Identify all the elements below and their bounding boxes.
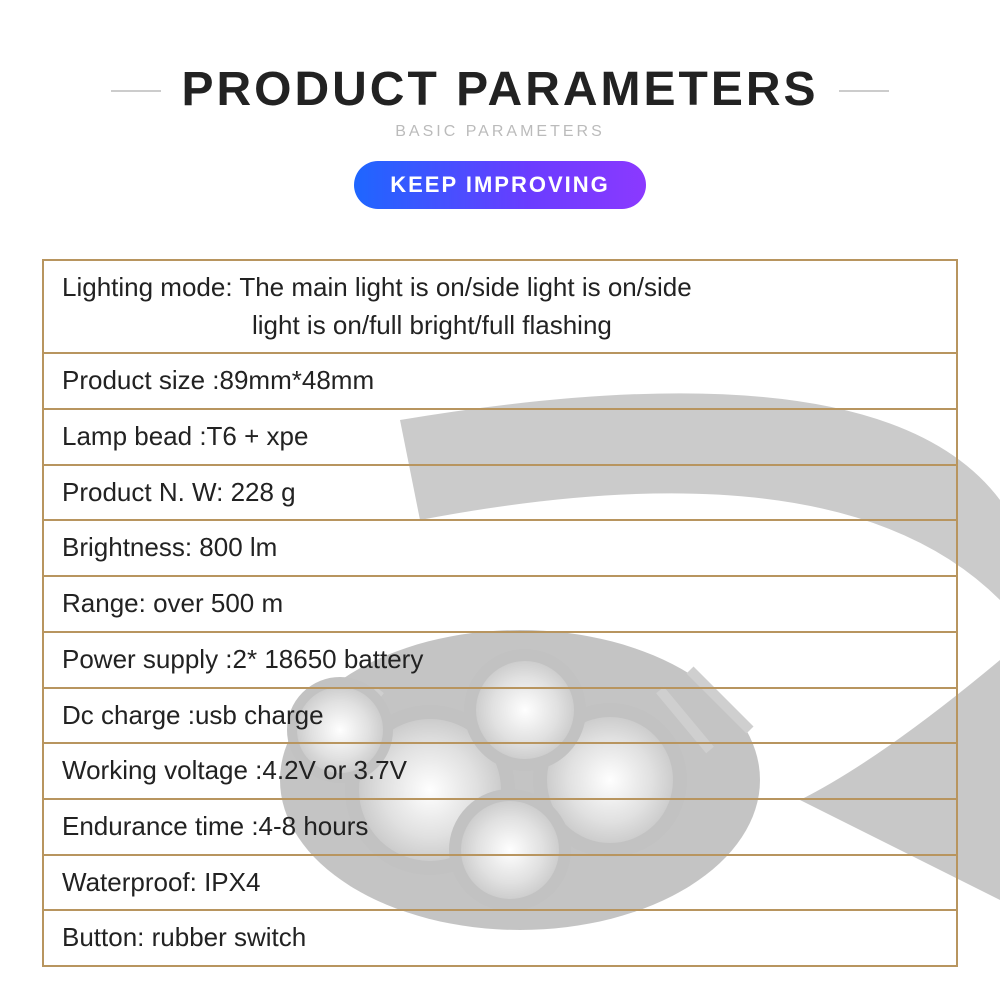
spec-text: Lighting mode: The main light is on/side…	[62, 272, 692, 302]
spec-text: Button: rubber switch	[62, 922, 306, 952]
parameters-table: Lighting mode: The main light is on/side…	[42, 259, 958, 967]
spec-text: Product size :89mm*48mm	[62, 365, 374, 395]
page-title: PRODUCT PARAMETERS	[181, 62, 818, 117]
spec-text: Endurance time :4-8 hours	[62, 811, 368, 841]
page-subtitle: BASIC PARAMETERS	[0, 123, 1000, 141]
spec-text: Dc charge :usb charge	[62, 700, 324, 730]
table-row: Waterproof: IPX4	[44, 856, 956, 912]
spec-text: Product N. W: 228 g	[62, 477, 296, 507]
table-row: Lighting mode: The main light is on/side…	[44, 261, 956, 354]
table-row: Product N. W: 228 g	[44, 466, 956, 522]
table-row: Endurance time :4-8 hours	[44, 800, 956, 856]
spec-text: Range: over 500 m	[62, 588, 283, 618]
spec-text: Lamp bead :T6 + xpe	[62, 421, 308, 451]
table-row: Dc charge :usb charge	[44, 689, 956, 745]
header: PRODUCT PARAMETERS BASIC PARAMETERS KEEP…	[0, 0, 1000, 209]
table-row: Brightness: 800 lm	[44, 521, 956, 577]
table-row: Power supply :2* 18650 battery	[44, 633, 956, 689]
spec-text: Working voltage :4.2V or 3.7V	[62, 755, 407, 785]
spec-text: Power supply :2* 18650 battery	[62, 644, 423, 674]
spec-text-continuation: light is on/full bright/full flashing	[62, 307, 938, 345]
table-row: Range: over 500 m	[44, 577, 956, 633]
table-row: Product size :89mm*48mm	[44, 354, 956, 410]
table-row: Working voltage :4.2V or 3.7V	[44, 744, 956, 800]
table-row: Lamp bead :T6 + xpe	[44, 410, 956, 466]
keep-improving-badge: KEEP IMPROVING	[354, 161, 646, 209]
table-row: Button: rubber switch	[44, 911, 956, 965]
spec-text: Brightness: 800 lm	[62, 532, 277, 562]
spec-text: Waterproof: IPX4	[62, 867, 260, 897]
